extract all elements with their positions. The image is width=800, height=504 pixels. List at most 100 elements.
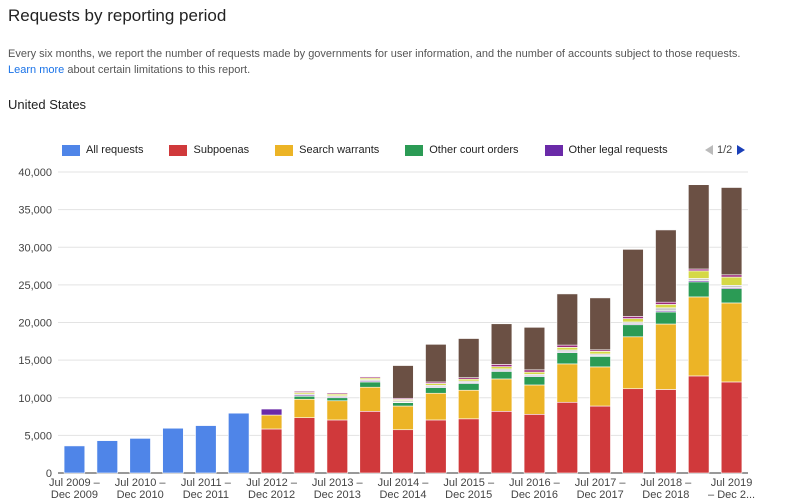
bar-segment [655,229,677,303]
bar-segment [293,391,316,393]
bar-segment [720,187,743,276]
x-tick-label: Dec 2018 [642,489,689,501]
x-tick-label: Jul 2010 – [115,477,167,489]
bar-segment [523,414,546,474]
bar-segment [622,336,644,390]
legend-label-all-requests: All requests [86,144,144,156]
x-tick-label: Dec 2012 [248,489,295,501]
bar-segment [293,417,316,474]
bar-segment [490,410,513,474]
bar-segment [293,398,316,418]
legend-item-subpoenas[interactable]: Subpoenas [169,144,249,156]
bar-segment [589,366,611,407]
bar-segment [556,344,578,348]
bar-segment [63,445,86,474]
bar-segment [523,384,546,415]
x-tick-label: Jul 2015 – [443,477,495,489]
bar-segment [688,375,710,474]
bar-segment [425,387,447,394]
x-tick-label: – Dec 2... [708,489,755,501]
y-tick-label: 5,000 [24,430,52,442]
x-tick-label: Jul 2013 – [312,477,364,489]
bar-segment [655,301,677,305]
bar-segment [458,338,480,378]
x-tick-label: Dec 2017 [577,489,624,501]
legend-label-subpoenas: Subpoenas [193,144,250,156]
bar-segment [655,304,677,309]
learn-more-link[interactable]: Learn more [8,64,65,76]
bar-segment [326,392,348,395]
legend-swatch-other-court-orders [405,144,424,156]
bar-segment [490,323,513,365]
bar-segment [720,276,743,286]
x-tick-label: Jul 2018 – [640,477,692,489]
bar-segment [392,429,414,474]
bar-segment [490,378,513,412]
bar-segment [622,318,644,323]
bar-segment [688,184,710,270]
legend-label-search-warrants: Search warrants [299,144,380,156]
x-tick-label: Dec 2010 [117,489,164,501]
bar-segment [688,270,710,279]
description: Every six months, we report the number o… [8,46,768,78]
bar-segment [260,408,283,416]
pager-prev-icon[interactable] [705,145,713,155]
bar-segment [425,419,447,474]
bar-segment [490,366,513,370]
bar-segment [720,285,743,288]
bar-segment [326,400,348,421]
bar-segment [655,323,677,390]
bar-segment [162,427,184,474]
bar-segment [622,316,644,319]
legend-label-other-court-orders: Other court orders [429,144,519,156]
y-tick-label: 40,000 [18,167,52,179]
page-title: Requests by reporting period [8,6,227,25]
bar-segment [523,369,546,373]
x-tick-label: Dec 2011 [183,489,229,501]
bar-segment [490,364,513,367]
bar-segment [129,438,151,474]
bar-segment [688,278,710,281]
bar-segment [359,376,381,379]
bar-segment [392,402,414,407]
bar-segment [523,371,546,375]
description-text: Every six months, we report the number o… [8,48,741,60]
legend-item-other-court-orders[interactable]: Other court orders [405,144,519,156]
y-tick-label: 20,000 [18,318,52,330]
bar-segment [195,425,217,474]
bar-segment [392,405,414,431]
bar-segment [523,327,546,371]
y-tick-label: 10,000 [18,393,52,405]
y-tick-label: 25,000 [18,280,52,292]
bar-segment [293,395,316,400]
bar-segment [359,381,381,388]
pager-next-icon[interactable] [737,145,746,155]
bar-segment [720,302,743,383]
legend-item-search-warrants[interactable]: Search warrants [275,144,379,156]
bar-segment [655,307,677,312]
x-tick-label: Jul 2017 – [575,477,627,489]
legend-item-other-legal-requests[interactable]: Other legal requests [544,144,668,156]
bar-segment [688,296,710,377]
bar-segment [556,363,578,403]
bar-segment [589,405,611,474]
x-tick-label: Dec 2009 [51,489,98,501]
legend-swatch-all-requests [62,144,80,156]
bar-segment [556,347,578,351]
bar-segment [589,356,611,368]
legend-item-all-requests[interactable]: All requests [62,144,143,156]
bar-segment [260,414,283,430]
legend-swatch-subpoenas [169,144,188,156]
x-tick-label: Dec 2015 [445,489,492,501]
legend-swatch-search-warrants [275,144,294,156]
bar-segment [425,392,447,421]
bar-segment [622,388,644,474]
y-tick-label: 0 [46,468,52,480]
bar-segment [458,383,480,391]
bar-segment [589,351,611,355]
bar-segment [96,440,118,474]
bar-segment [359,410,381,474]
legend-label-other-legal-requests: Other legal requests [568,144,668,156]
bar-segment [655,311,677,325]
x-tick-label: Dec 2013 [314,489,361,501]
